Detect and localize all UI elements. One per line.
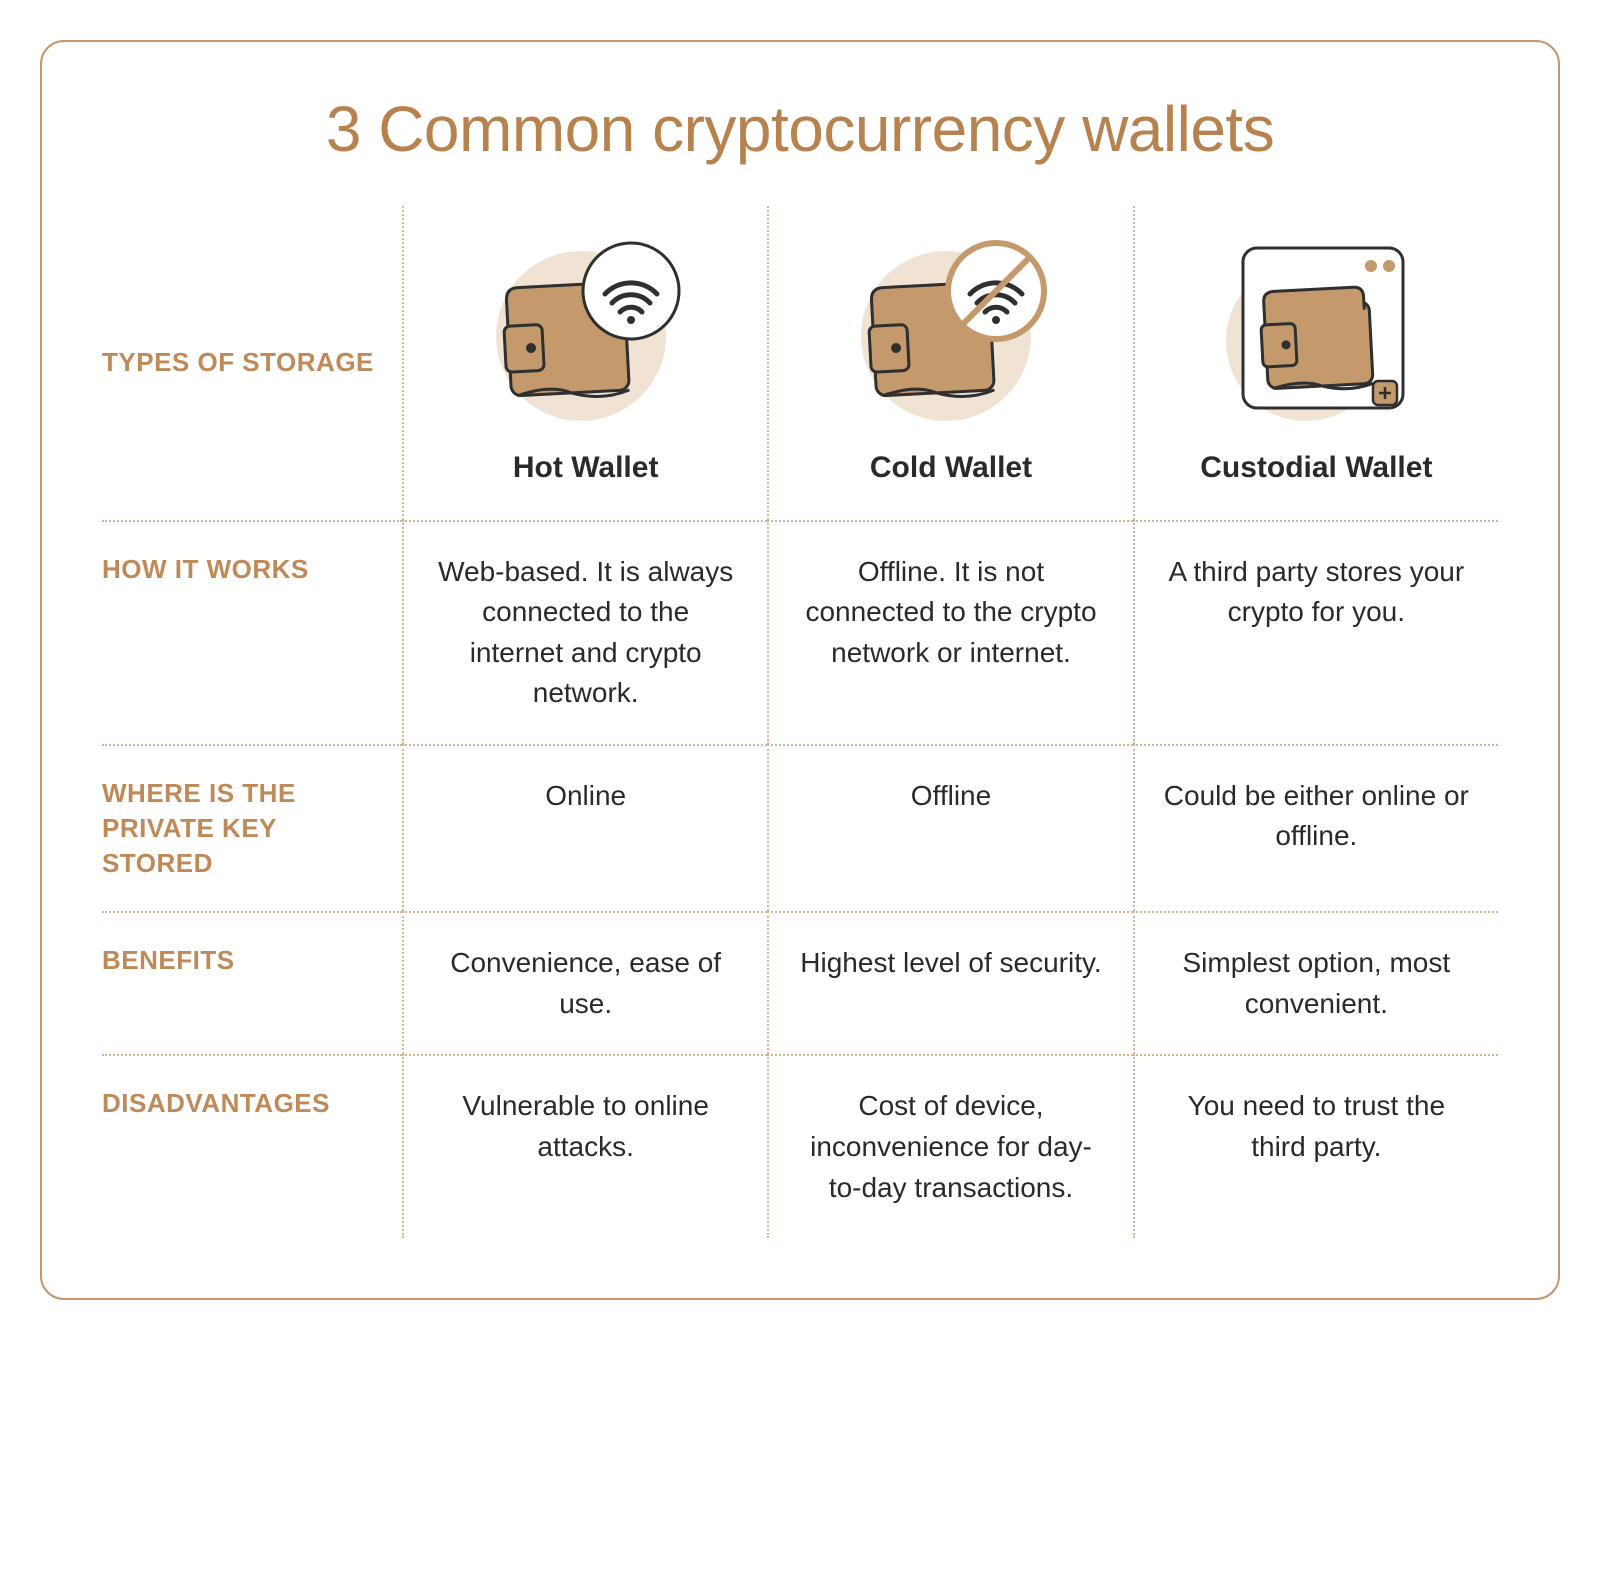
wallet-col-2-header: Custodial Wallet [1133, 206, 1498, 520]
row-header-disadvantages: DISADVANTAGES [102, 1054, 402, 1238]
cell-dis-0: Vulnerable to online attacks. [402, 1054, 767, 1238]
wallet-name-1: Cold Wallet [870, 446, 1032, 490]
infographic-card: 3 Common cryptocurrency wallets TYPES OF… [40, 40, 1560, 1300]
cold-wallet-icon [846, 236, 1056, 426]
row-header-key: WHERE IS THE PRIVATE KEY STORED [102, 744, 402, 911]
cell-how-1: Offline. It is not connected to the cryp… [767, 520, 1132, 744]
cell-benefits-1: Highest level of security. [767, 911, 1132, 1054]
cell-key-2: Could be either online or offline. [1133, 744, 1498, 911]
cell-how-0: Web-based. It is always connected to the… [402, 520, 767, 744]
cell-dis-2: You need to trust the third party. [1133, 1054, 1498, 1238]
cell-benefits-2: Simplest option, most convenient. [1133, 911, 1498, 1054]
row-header-types: TYPES OF STORAGE [102, 206, 402, 520]
wallet-col-0-header: Hot Wallet [402, 206, 767, 520]
page-title: 3 Common cryptocurrency wallets [102, 92, 1498, 166]
row-header-how: HOW IT WORKS [102, 520, 402, 744]
wallet-name-0: Hot Wallet [513, 446, 659, 490]
cell-dis-1: Cost of device, inconvenience for day-to… [767, 1054, 1132, 1238]
wallet-name-2: Custodial Wallet [1200, 446, 1432, 490]
cell-how-2: A third party stores your crypto for you… [1133, 520, 1498, 744]
wallet-col-1-header: Cold Wallet [767, 206, 1132, 520]
custodial-wallet-icon [1211, 236, 1421, 426]
row-header-benefits: BENEFITS [102, 911, 402, 1054]
cell-benefits-0: Convenience, ease of use. [402, 911, 767, 1054]
hot-wallet-icon [481, 236, 691, 426]
cell-key-1: Offline [767, 744, 1132, 911]
cell-key-0: Online [402, 744, 767, 911]
comparison-grid: TYPES OF STORAGE [102, 206, 1498, 1238]
